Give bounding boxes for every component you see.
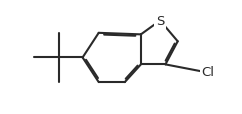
Text: S: S bbox=[156, 15, 164, 28]
Text: Cl: Cl bbox=[202, 65, 214, 78]
